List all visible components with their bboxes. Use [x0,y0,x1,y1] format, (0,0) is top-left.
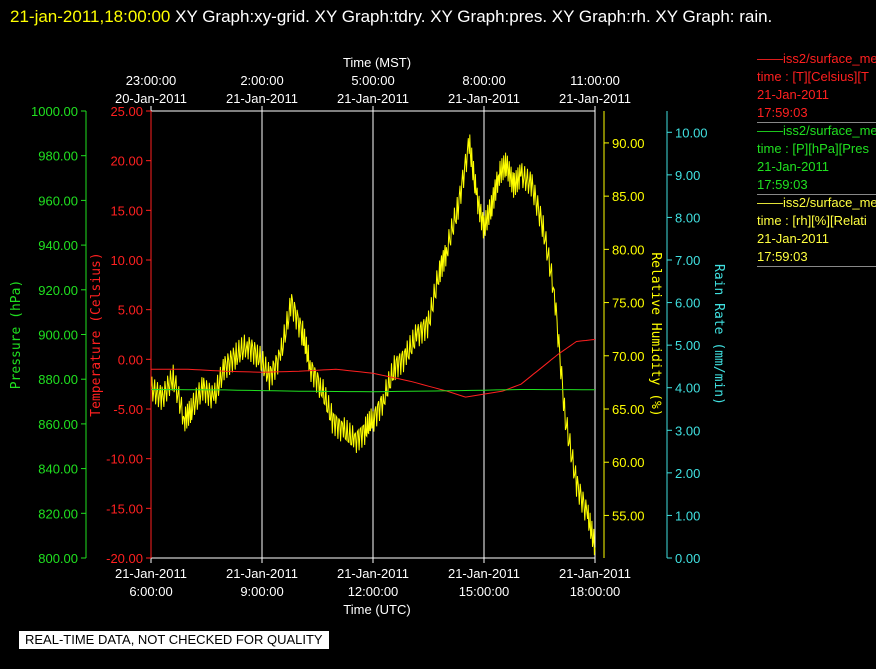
rain-tick-label: 7.00 [675,253,700,268]
legend-line: ——iss2/surface_met [757,51,876,66]
x-tick-label-time: 6:00:00 [129,584,172,599]
x-tick-label-date: 21-Jan-2011 [337,566,409,581]
x-tick-label-time: 9:00:00 [240,584,283,599]
temperature-tick-label: 5.00 [118,303,143,318]
x-tick-label-date: 21-Jan-2011 [448,566,520,581]
top-tick-label-date: 21-Jan-2011 [559,91,631,106]
top-tick-label-time: 23:00:00 [126,73,177,88]
rh-tick-label: 55.00 [612,508,645,523]
graph-title: XY Graph:xy-grid. XY Graph:tdry. XY Grap… [175,7,773,26]
temperature-tick-label: 15.00 [110,203,143,218]
pressure-tick-label: 840.00 [38,462,78,477]
rh-tick-label: 90.00 [612,136,645,151]
legend-line: time : [rh][%][Relati [757,213,867,228]
temperature-tick-label: 10.00 [110,253,143,268]
legend-line: 21-Jan-2011 [757,87,830,102]
temperature-tick-label: 25.00 [110,104,143,119]
rh-tick-label: 75.00 [612,296,645,311]
series-rh [150,134,596,556]
rain-tick-label: 1.00 [675,508,700,523]
pressure-tick-label: 860.00 [38,417,78,432]
x-tick-label-date: 21-Jan-2011 [559,566,631,581]
legend-line: ——iss2/surface_met [757,123,876,138]
legend-line: time : [T][Celsius][T [757,69,869,84]
legend-line: 17:59:03 [757,104,876,123]
rain-tick-label: 2.00 [675,466,700,481]
pressure-tick-label: 960.00 [38,193,78,208]
rain-tick-label: 3.00 [675,423,700,438]
rain-tick-label: 9.00 [675,168,700,183]
temperature-tick-label: 0.00 [118,352,143,367]
pressure-tick-label: 800.00 [38,551,78,566]
pressure-tick-label: 820.00 [38,506,78,521]
x-tick-label-time: 15:00:00 [459,584,510,599]
rain-tick-label: 6.00 [675,296,700,311]
legend-line: 17:59:03 [757,176,876,195]
pressure-tick-label: 940.00 [38,238,78,253]
rh-tick-label: 85.00 [612,189,645,204]
top-tick-label-date: 20-Jan-2011 [115,91,187,106]
rain-tick-label: 8.00 [675,210,700,225]
rain-tick-label: 4.00 [675,381,700,396]
rain-axis-title: Rain Rate (mm/min) [711,264,726,405]
rh-tick-label: 60.00 [612,455,645,470]
pressure-tick-label: 900.00 [38,328,78,343]
pressure-tick-label: 920.00 [38,283,78,298]
pressure-tick-label: 1000.00 [31,104,78,119]
temperature-tick-label: -5.00 [113,402,143,417]
temperature-axis-title: Temperature (Celsius) [89,252,104,416]
top-tick-label-date: 21-Jan-2011 [448,91,520,106]
x-tick-label-date: 21-Jan-2011 [226,566,298,581]
top-tick-label-time: 11:00:00 [570,73,620,88]
temperature-tick-label: 20.00 [110,154,143,169]
legend-line: 21-Jan-2011 [757,231,830,246]
rh-tick-label: 65.00 [612,402,645,417]
rain-tick-label: 0.00 [675,551,700,566]
top-tick-label-time: 8:00:00 [462,73,505,88]
top-tick-label-date: 21-Jan-2011 [337,91,409,106]
pressure-axis-title: Pressure (hPa) [9,280,24,390]
rh-tick-label: 80.00 [612,242,645,257]
rh-axis-title: Relative Humidity (%) [648,252,663,416]
legend-line: ——iss2/surface_met [757,195,876,210]
temperature-tick-label: -20.00 [106,551,143,566]
x-tick-label-time: 18:00:00 [570,584,621,599]
legend-line: 21-Jan-2011 [757,159,830,174]
top-tick-label-time: 5:00:00 [351,73,394,88]
temperature-tick-label: -10.00 [106,452,143,467]
timestamp: 21-jan-2011,18:00:00 [10,7,171,26]
rain-tick-label: 5.00 [675,338,700,353]
legend-line: time : [P][hPa][Pres [757,141,869,156]
x-tick-label-time: 12:00:00 [348,584,399,599]
legend-line: 17:59:03 [757,248,876,267]
axes-layer: 21-Jan-2011 6:00:00 23:00:00 20-Jan-2011 21-… [9,55,726,617]
top-axis-title: Time (MST) [343,55,411,70]
pressure-tick-label: 880.00 [38,372,78,387]
top-tick-label-date: 21-Jan-2011 [226,91,298,106]
temperature-tick-label: -15.00 [106,501,143,516]
window-title: 21-jan-2011,18:00:00 XY Graph:xy-grid. X… [10,2,870,31]
grid-lines [261,111,485,558]
top-tick-label-time: 2:00:00 [240,73,283,88]
rh-tick-label: 70.00 [612,349,645,364]
quality-disclaimer: REAL-TIME DATA, NOT CHECKED FOR QUALITY [19,631,329,649]
series-layer [150,134,596,556]
series-pressure [150,389,595,393]
x-axis-title: Time (UTC) [343,602,410,617]
rain-tick-label: 10.00 [675,125,708,140]
pressure-tick-label: 980.00 [38,149,78,164]
x-tick-label-date: 21-Jan-2011 [115,566,187,581]
